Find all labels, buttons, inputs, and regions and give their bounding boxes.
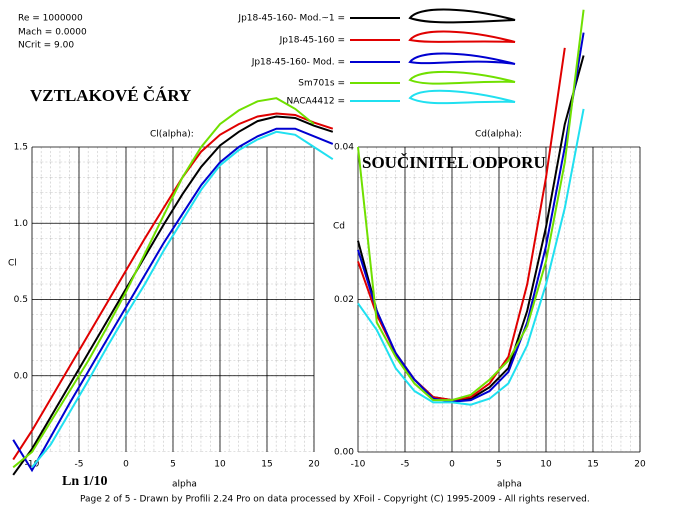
- x-tick-label: 15: [587, 460, 598, 470]
- series-line: [357, 108, 585, 406]
- x-tick-label: 20: [634, 460, 646, 470]
- footer: Page 2 of 5 - Drawn by Profili 2.24 Pro …: [80, 495, 590, 505]
- y-tick-label: 0.00: [334, 448, 354, 458]
- y-tick-label: 1.0: [14, 219, 29, 229]
- y-label: Cl: [8, 259, 17, 269]
- y-tick-label: 0.5: [14, 295, 28, 305]
- series-line: [12, 115, 334, 476]
- series-line: [357, 9, 585, 402]
- x-tick-label: 10: [540, 460, 552, 470]
- y-tick-label: 1.5: [14, 143, 28, 153]
- series-line: [357, 32, 585, 403]
- legend-label: NACA4412 =: [287, 97, 345, 107]
- ncrit: NCrit = 9.00: [18, 41, 74, 51]
- y-label: Cd: [333, 222, 345, 232]
- chart-subtitle: Cd(alpha):: [475, 130, 522, 140]
- series-line: [12, 127, 334, 473]
- airfoils: [408, 8, 516, 105]
- legend-label: Sm701s =: [298, 79, 345, 89]
- chart-title: SOUČINITEL ODPORU: [362, 153, 546, 172]
- legend-label: Jp18-45-160- Mod.~1 =: [237, 14, 345, 24]
- x-tick-label: 5: [170, 460, 176, 470]
- y-tick-label: 0.02: [334, 295, 354, 305]
- series-line: [31, 130, 334, 468]
- x-tick-label: -10: [25, 460, 40, 470]
- series-line: [12, 97, 315, 469]
- x-label: alpha: [497, 480, 522, 490]
- x-tick-label: 15: [261, 460, 272, 470]
- chart-title: VZTLAKOVÉ ČÁRY: [30, 86, 191, 105]
- legend-label: Jp18-45-160 =: [279, 36, 345, 46]
- x-tick-label: 5: [496, 460, 502, 470]
- x-tick-label: 10: [214, 460, 226, 470]
- note: Ln 1/10: [62, 474, 108, 489]
- y-tick-label: 0.0: [14, 371, 29, 381]
- y-tick-label: 0.04: [334, 143, 354, 153]
- reynolds: Re = 1000000: [18, 14, 83, 24]
- mach: Mach = 0.0000: [18, 28, 87, 38]
- x-label: alpha: [172, 480, 197, 490]
- series-line: [12, 112, 334, 461]
- x-tick-label: 0: [449, 460, 455, 470]
- x-tick-label: 0: [123, 460, 129, 470]
- x-tick-label: -5: [401, 460, 410, 470]
- x-tick-label: -5: [75, 460, 84, 470]
- x-tick-label: -10: [351, 460, 366, 470]
- legend-label: Jp18-45-160- Mod. =: [251, 58, 345, 68]
- x-tick-label: 20: [308, 460, 320, 470]
- chart-subtitle: Cl(alpha):: [150, 130, 194, 140]
